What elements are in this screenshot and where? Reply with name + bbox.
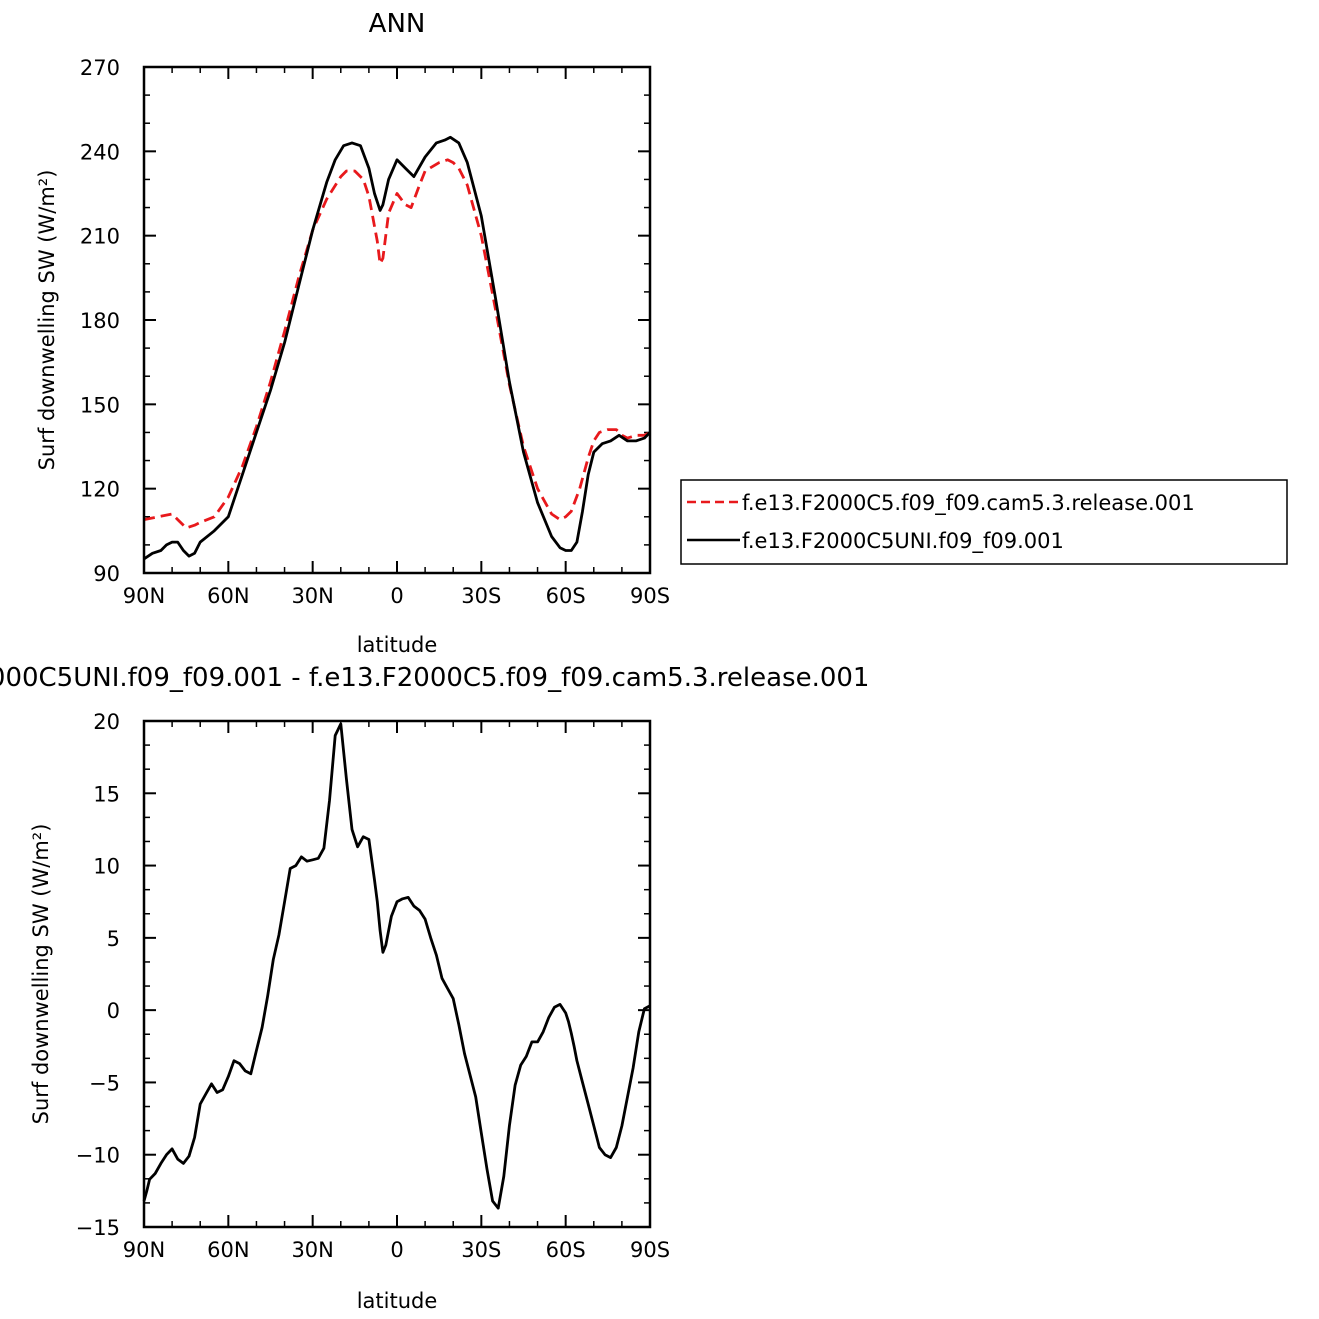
y-tick-label: −5 — [89, 1071, 120, 1095]
x-tick-label: 0 — [390, 1238, 403, 1262]
top-panel-series — [143, 135, 651, 561]
y-tick-label: 270 — [80, 56, 120, 80]
x-tick-label: 60S — [546, 1238, 586, 1262]
series-line-1 — [142, 722, 651, 1210]
x-tick-label: 30N — [291, 584, 333, 608]
y-tick-label: 5 — [107, 927, 120, 951]
x-tick-label: 60N — [207, 584, 249, 608]
y-tick-label: 210 — [80, 225, 120, 249]
top-panel-xlabel: latitude — [357, 633, 438, 657]
bottom-panel-xlabel: latitude — [357, 1289, 438, 1313]
y-tick-label: −10 — [76, 1144, 120, 1168]
y-tick-label: −15 — [76, 1216, 120, 1240]
series-line-1 — [143, 158, 651, 530]
top-panel-axis-ticks: 90N 60N 30N 0 30S 60S 90S 90 120 150 180 210 240 270 — [80, 56, 670, 608]
bottom-panel-axis-ticks: 90N 60N 30N 0 30S 60S 90S −15 −10 −5 0 5 10 15 20 — [76, 710, 670, 1262]
top-panel: ANN Surf downwelling SW (W/m²) latitude … — [35, 9, 670, 657]
top-panel-ylabel: Surf downwelling SW (W/m²) — [35, 170, 59, 471]
x-tick-label: 90N — [123, 584, 165, 608]
x-tick-label: 60S — [546, 584, 586, 608]
x-tick-label: 90S — [630, 584, 670, 608]
x-tick-label: 30N — [291, 1238, 333, 1262]
y-tick-label: 180 — [80, 309, 120, 333]
x-tick-label: 30S — [461, 584, 501, 608]
bottom-panel-ylabel: Surf downwelling SW (W/m²) — [29, 824, 53, 1125]
x-tick-label: 90S — [630, 1238, 670, 1262]
y-tick-label: 120 — [80, 478, 120, 502]
bottom-panel: f.e13.F2000C5UNI.f09_f09.001 - f.e13.F20… — [0, 663, 869, 1313]
legend-box — [680, 479, 1288, 565]
y-tick-label: 20 — [93, 710, 120, 734]
x-tick-label: 60N — [207, 1238, 249, 1262]
top-panel-title: ANN — [369, 9, 426, 39]
y-tick-label: 240 — [80, 140, 120, 164]
y-tick-label: 0 — [107, 999, 120, 1023]
y-tick-label: 10 — [93, 855, 120, 879]
series-line-2 — [143, 135, 651, 561]
y-tick-label: 90 — [93, 562, 120, 586]
top-panel-frame — [142, 65, 652, 575]
bottom-panel-title: f.e13.F2000C5UNI.f09_f09.001 - f.e13.F20… — [0, 663, 869, 693]
legend-label-series-1: f.e13.F2000C5.f09_f09.cam5.3.release.001 — [742, 491, 1195, 516]
y-tick-label: 150 — [80, 393, 120, 417]
legend-label-series-2: f.e13.F2000C5UNI.f09_f09.001 — [742, 529, 1064, 554]
bottom-panel-series — [142, 722, 651, 1210]
bottom-panel-frame — [142, 719, 652, 1229]
y-tick-label: 15 — [93, 782, 120, 806]
x-tick-label: 30S — [461, 1238, 501, 1262]
x-tick-label: 0 — [390, 584, 403, 608]
legend: f.e13.F2000C5.f09_f09.cam5.3.release.001… — [680, 479, 1288, 565]
x-tick-label: 90N — [123, 1238, 165, 1262]
